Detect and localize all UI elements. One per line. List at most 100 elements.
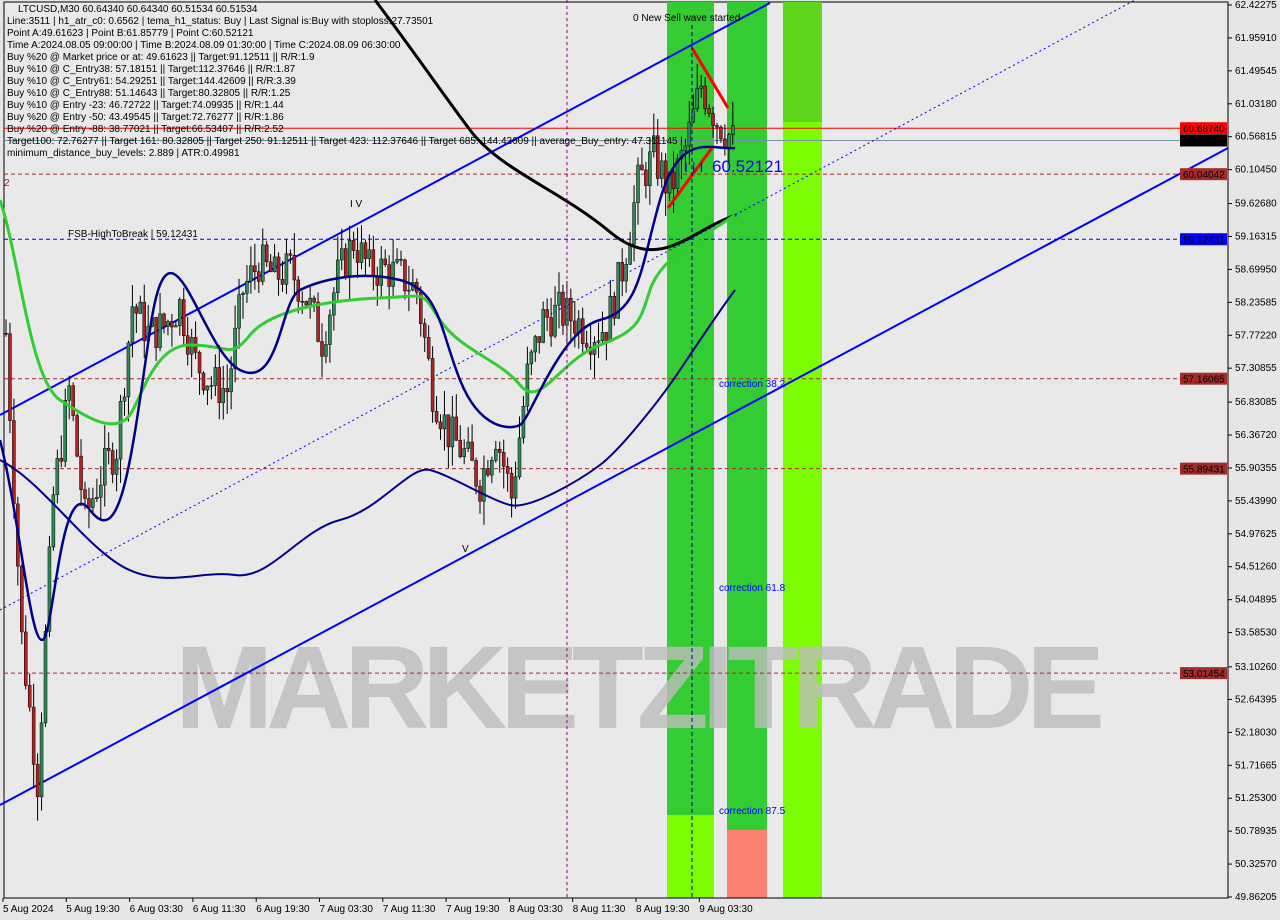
y-tick-label: 54.04895 bbox=[1235, 595, 1277, 606]
candle-body bbox=[241, 292, 245, 295]
level-price-label: 53.01454 bbox=[1183, 669, 1225, 680]
y-tick-label: 60.56815 bbox=[1235, 132, 1277, 143]
candle-body bbox=[387, 264, 391, 287]
candle-body bbox=[154, 317, 158, 348]
candle-body bbox=[280, 279, 285, 285]
y-tick-label: 59.16315 bbox=[1235, 231, 1277, 242]
candle-body bbox=[407, 289, 411, 292]
candle-body bbox=[347, 240, 352, 277]
x-tick-label: 9 Aug 03:30 bbox=[699, 904, 753, 915]
candle-body bbox=[114, 458, 119, 475]
candle-body bbox=[174, 325, 178, 328]
time-axis[interactable]: 5 Aug 2024 5 Aug 19:30 6 Aug 03:30 6 Aug 11… bbox=[2, 897, 1228, 915]
info-line: Target100: 72.76277 || Target 161: 80.32… bbox=[7, 136, 678, 147]
x-tick-label: 5 Aug 2024 bbox=[3, 904, 54, 915]
candle-body bbox=[494, 448, 498, 461]
candle-body bbox=[328, 314, 332, 345]
candle-body bbox=[640, 164, 644, 171]
candle-body bbox=[616, 262, 620, 319]
candle-body bbox=[652, 135, 656, 153]
candle-body bbox=[27, 685, 32, 708]
candle-body bbox=[612, 296, 617, 319]
candle-body bbox=[529, 351, 534, 365]
candle-body bbox=[490, 460, 494, 476]
candle-body bbox=[336, 259, 340, 294]
candle-body bbox=[624, 264, 628, 282]
wave-v-label: V bbox=[462, 544, 469, 555]
candle-body bbox=[134, 306, 139, 314]
candle-body bbox=[715, 125, 719, 128]
candle-body bbox=[367, 249, 372, 259]
candle-body bbox=[39, 722, 44, 798]
info-line: Line:3511 | h1_atr_c0: 0.6562 | tema_h1_… bbox=[7, 16, 434, 27]
candle-body bbox=[569, 297, 573, 322]
y-tick-label: 57.77220 bbox=[1235, 330, 1277, 341]
candle-body bbox=[391, 261, 395, 287]
y-tick-label: 55.90355 bbox=[1235, 463, 1277, 474]
candle-body bbox=[324, 344, 328, 357]
candle-body bbox=[332, 292, 336, 316]
zone-band bbox=[727, 2, 767, 898]
watermark: MARKETZITRADE bbox=[175, 622, 1105, 754]
level-2-label: 2 bbox=[4, 178, 10, 189]
candle-body bbox=[55, 458, 60, 495]
candle-body bbox=[584, 343, 589, 348]
candle-body bbox=[620, 262, 624, 282]
candle-body bbox=[442, 414, 447, 430]
candle-body bbox=[699, 85, 703, 89]
candle-body bbox=[379, 258, 383, 286]
candle-body bbox=[201, 372, 206, 391]
candle-body bbox=[320, 341, 324, 357]
candle-body bbox=[71, 385, 75, 416]
symbol-title: LTCUSD,M30 60.64340 60.64340 60.51534 60… bbox=[18, 4, 258, 15]
candle-body bbox=[430, 358, 435, 412]
candle-body bbox=[304, 301, 308, 306]
x-tick-label: 7 Aug 11:30 bbox=[383, 904, 436, 915]
y-tick-label: 60.10450 bbox=[1235, 165, 1277, 176]
level-price-tag bbox=[1180, 122, 1227, 135]
candle-body bbox=[687, 121, 692, 147]
candle-body bbox=[264, 244, 269, 263]
candle-body bbox=[462, 448, 466, 458]
candle-body bbox=[261, 244, 265, 282]
price-axis[interactable]: 62.42275 61.95910 61.49545 61.03180 60.56815… bbox=[1180, 0, 1277, 903]
x-tick-label: 6 Aug 03:30 bbox=[130, 904, 184, 915]
candle-body bbox=[35, 764, 40, 798]
candle-body bbox=[600, 332, 605, 342]
candle-body bbox=[4, 333, 8, 335]
info-line: Buy %10 @ C_Entry88: 51.14643 || Target:… bbox=[7, 88, 291, 99]
level-price-label: 60.51534 bbox=[1183, 136, 1225, 147]
candle-body bbox=[671, 171, 676, 189]
x-tick-label: 8 Aug 19:30 bbox=[636, 904, 690, 915]
candle-body bbox=[316, 301, 320, 342]
y-tick-label: 49.86205 bbox=[1235, 892, 1277, 903]
candle-body bbox=[403, 259, 407, 292]
candle-body bbox=[656, 135, 660, 179]
candle-body bbox=[383, 258, 387, 265]
candle-body bbox=[24, 631, 28, 686]
candle-body bbox=[727, 134, 731, 148]
candle-body bbox=[628, 243, 632, 265]
candle-body bbox=[731, 125, 735, 135]
candle-body bbox=[43, 631, 48, 724]
candle-body bbox=[648, 151, 652, 186]
info-line: Buy %10 @ C_Entry61: 54.29251 || Target:… bbox=[7, 76, 296, 87]
candle-body bbox=[549, 317, 553, 337]
candle-body bbox=[67, 385, 71, 401]
level-price-tag bbox=[1180, 667, 1227, 680]
y-tick-label: 51.71665 bbox=[1235, 760, 1277, 771]
candle-body bbox=[454, 416, 459, 441]
zone-pink bbox=[727, 830, 767, 898]
info-line: Buy %10 @ Entry -23: 46.72722 || Target:… bbox=[7, 100, 284, 111]
zone-band-upper bbox=[783, 2, 822, 122]
candle-body bbox=[103, 448, 107, 486]
channel-lower bbox=[0, 147, 1229, 806]
level-price-label: 60.68740 bbox=[1183, 124, 1225, 135]
candle-body bbox=[110, 450, 115, 475]
candle-body bbox=[632, 202, 636, 245]
candle-body bbox=[75, 415, 79, 457]
candle-body bbox=[249, 265, 253, 282]
x-tick-label: 6 Aug 11:30 bbox=[193, 904, 246, 915]
